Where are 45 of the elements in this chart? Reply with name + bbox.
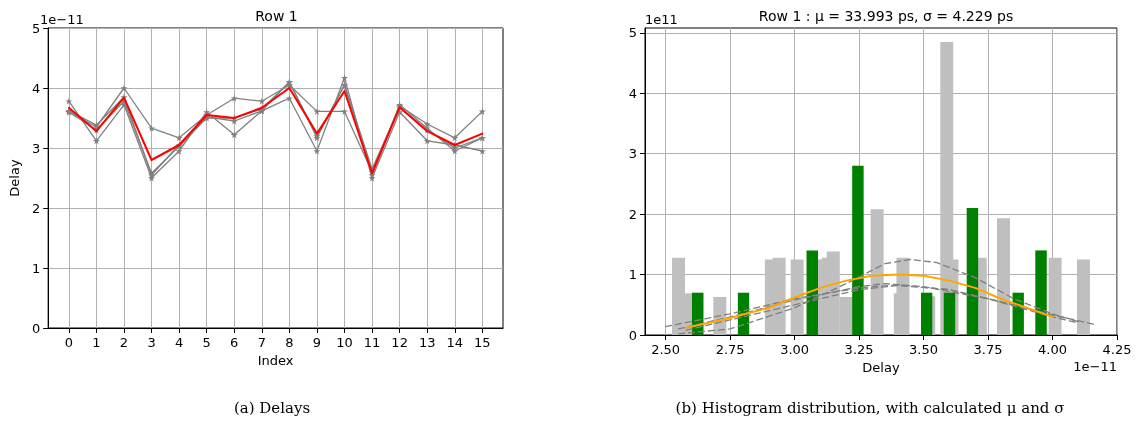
text: 1e−11: [1073, 359, 1117, 374]
x-tick-label: 6: [230, 335, 239, 350]
y-tick-label: 3: [31, 140, 41, 156]
x-tick-label: 1: [92, 335, 101, 350]
x-tick-label: 3.50: [909, 342, 939, 357]
x-tick-label: 0: [64, 335, 73, 350]
x-tick-label: 4.00: [1038, 342, 1067, 357]
x-tick-label: 14: [446, 335, 464, 350]
x-axis-title: Index: [257, 352, 294, 368]
x-tick-label: 12: [391, 335, 408, 350]
y-tick-label: 0: [31, 320, 41, 336]
x-tick-label: 5: [202, 335, 211, 350]
y-tick-label: 1: [31, 260, 41, 276]
chart-title: Row 1 : μ = 33.993 ps, σ = 4.229 ps: [758, 8, 1014, 24]
y-tick-label: 2: [628, 206, 637, 222]
x-tick-label: 15: [474, 335, 491, 350]
y-tick-label: 5: [628, 25, 637, 41]
x-tick-label: 4: [174, 335, 184, 350]
x-tick-label: 3.75: [973, 342, 1003, 357]
x-tick-label: 11: [363, 335, 381, 350]
x-tick-label: 13: [418, 335, 436, 350]
y-axis-title: Delay: [7, 159, 22, 197]
x-tick-label: 10: [336, 335, 353, 350]
text: (a) Delays: [233, 399, 311, 417]
text: 1e−11: [40, 12, 84, 27]
y-tick-label: 3: [628, 146, 637, 162]
x-tick-label: 9: [312, 335, 322, 350]
y-tick-label: 4: [628, 85, 637, 101]
x-tick-label: 2.75: [715, 342, 745, 357]
y-tick-label: 2: [31, 200, 41, 216]
x-axis-title: Delay: [862, 359, 900, 375]
x-tick-label: 4.25: [1102, 342, 1132, 357]
text: 1e11: [645, 12, 678, 27]
chart-title: Row 1: [255, 8, 298, 24]
x-tick-label: 2: [119, 335, 129, 350]
y-tick-label: 1: [628, 267, 637, 283]
y-tick-label: 4: [31, 80, 41, 96]
x-tick-label: 3: [147, 335, 156, 350]
x-tick-label: 8: [285, 335, 294, 350]
x-tick-label: 7: [257, 335, 266, 350]
x-tick-label: 3.25: [844, 342, 874, 357]
x-tick-label: 3.00: [780, 342, 810, 357]
y-tick-label: 5: [31, 20, 41, 36]
text: (b) Histogram distribution, with calculated μ and σ: [675, 399, 1065, 417]
x-tick-label: 2.50: [651, 342, 681, 357]
